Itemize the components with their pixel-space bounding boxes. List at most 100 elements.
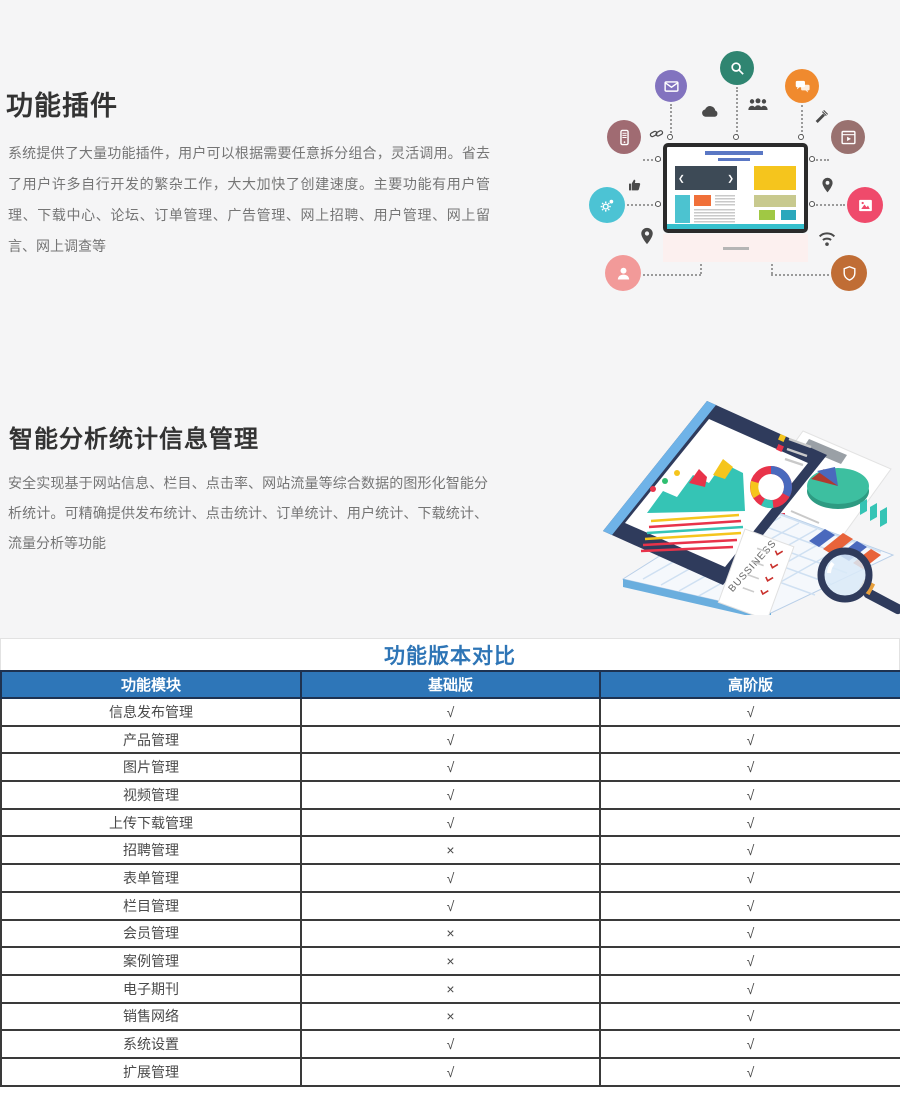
website-monitor-graphic: ❮ ❯ xyxy=(663,143,808,233)
table-row: 案例管理 × √ xyxy=(0,946,900,976)
table-row: 系统设置 √ √ xyxy=(0,1029,900,1059)
monitor-orange-block xyxy=(694,195,711,206)
table-row: 信息发布管理 √ √ xyxy=(0,697,900,727)
basic-cell: √ xyxy=(300,807,601,838)
module-cell: 上传下载管理 xyxy=(0,807,302,838)
monitor-header-bar xyxy=(705,151,763,155)
basic-cell: × xyxy=(300,946,601,976)
monitor-slider: ❮ ❯ xyxy=(675,166,737,190)
basic-cell: √ xyxy=(300,752,601,783)
monitor-text-lines xyxy=(694,209,735,223)
connector-node xyxy=(667,134,673,140)
table-row: 电子期刊 × √ xyxy=(0,973,900,1004)
advanced-cell: √ xyxy=(599,1001,900,1032)
connector-node xyxy=(798,134,804,140)
cloud-icon xyxy=(701,105,719,118)
advanced-cell: √ xyxy=(599,835,900,866)
connector-node xyxy=(809,201,815,207)
hero-section: 功能插件 系统提供了大量功能插件，用户可以根据需要任意拆分组合，灵活调用。省去了… xyxy=(6,35,900,615)
section-body-analytics: 安全实现基于网站信息、栏目、点击率、网站流量等综合数据的图形化智能分析统计。可精… xyxy=(8,475,488,551)
table-row: 上传下载管理 √ √ xyxy=(0,807,900,838)
comparison-title-band: 功能版本对比 xyxy=(0,638,900,670)
satellite-icon xyxy=(813,109,829,125)
basic-cell: √ xyxy=(300,780,601,810)
connector xyxy=(627,204,661,206)
connector xyxy=(670,104,672,136)
connector xyxy=(813,204,845,206)
table-row: 图片管理 √ √ xyxy=(0,752,900,783)
connector-node xyxy=(809,156,815,162)
laptop-screen xyxy=(603,401,827,585)
module-cell: 系统设置 xyxy=(0,1029,302,1059)
module-cell: 产品管理 xyxy=(0,724,302,755)
advanced-cell: √ xyxy=(599,946,900,976)
wifi-icon xyxy=(817,229,837,247)
module-cell: 视频管理 xyxy=(0,780,302,810)
thumbs-up-icon xyxy=(627,177,643,193)
connector xyxy=(771,257,773,274)
monitor-subheader-bar xyxy=(718,158,750,161)
connector-node xyxy=(655,201,661,207)
table-row: 扩展管理 √ √ xyxy=(0,1056,900,1087)
table-row: 招聘管理 × √ xyxy=(0,835,900,866)
basic-cell: × xyxy=(300,918,601,949)
monitor-yellow-block xyxy=(754,166,796,190)
connector xyxy=(813,159,829,161)
section-title-analytics: 智能分析统计信息管理 xyxy=(9,426,259,453)
connector xyxy=(643,274,701,276)
advanced-cell: √ xyxy=(599,918,900,949)
table-row: 销售网络 × √ xyxy=(0,1001,900,1032)
paperclip-icon xyxy=(649,127,664,140)
connector-node xyxy=(655,156,661,162)
business-checklist: BUSSINESS xyxy=(717,528,795,615)
module-cell: 图片管理 xyxy=(0,752,302,783)
comparison-table-body: 信息发布管理 √ √ 产品管理 √ √ 图片管理 √ √ 视频管理 √ √ 上传下载管理 √ √ 招聘管理 × √… xyxy=(0,697,900,1087)
monitor-teal-block xyxy=(781,210,796,220)
advanced-cell: √ xyxy=(599,807,900,838)
basic-cell: √ xyxy=(300,890,601,921)
monitor-footer-bar xyxy=(667,224,804,229)
module-cell: 招聘管理 xyxy=(0,835,302,866)
pin-icon xyxy=(821,177,834,193)
advanced-cell: √ xyxy=(599,890,900,921)
connector xyxy=(801,105,803,136)
connector xyxy=(771,274,829,276)
module-cell: 案例管理 xyxy=(0,946,302,976)
advanced-cell: √ xyxy=(599,1029,900,1059)
connector xyxy=(643,159,661,161)
advanced-cell: √ xyxy=(599,752,900,783)
module-cell: 扩展管理 xyxy=(0,1056,302,1087)
column-header-advanced: 高阶版 xyxy=(599,670,900,699)
video-icon xyxy=(831,120,865,154)
comparison-title: 功能版本对比 xyxy=(384,644,516,668)
table-row: 表单管理 √ √ xyxy=(0,863,900,893)
table-header-row: 功能模块 基础版 高阶版 xyxy=(0,670,900,699)
advanced-cell: √ xyxy=(599,973,900,1004)
module-cell: 栏目管理 xyxy=(0,890,302,921)
basic-cell: √ xyxy=(300,1056,601,1087)
module-cell: 电子期刊 xyxy=(0,973,302,1004)
advanced-cell: √ xyxy=(599,697,900,727)
location-pin-icon xyxy=(640,227,654,245)
mobile-icon xyxy=(607,120,641,154)
basic-cell: × xyxy=(300,1001,601,1032)
table-row: 视频管理 √ √ xyxy=(0,780,900,810)
column-header-basic: 基础版 xyxy=(300,670,601,699)
basic-cell: √ xyxy=(300,1029,601,1059)
monitor-olive-block xyxy=(754,195,796,207)
basic-cell: × xyxy=(300,835,601,866)
basic-cell: √ xyxy=(300,697,601,727)
monitor-stand-line xyxy=(723,247,749,250)
monitor-text-lines xyxy=(715,195,735,206)
connector-node xyxy=(733,134,739,140)
table-row: 产品管理 √ √ xyxy=(0,724,900,755)
search-icon xyxy=(720,51,754,85)
connector xyxy=(736,87,738,136)
basic-cell: × xyxy=(300,973,601,1004)
module-cell: 表单管理 xyxy=(0,863,302,893)
column-header-module: 功能模块 xyxy=(0,670,302,699)
shield-icon xyxy=(831,255,867,291)
plugins-illustration: ❮ ❯ xyxy=(585,35,885,305)
monitor-green-block xyxy=(759,210,775,220)
module-cell: 信息发布管理 xyxy=(0,697,302,727)
